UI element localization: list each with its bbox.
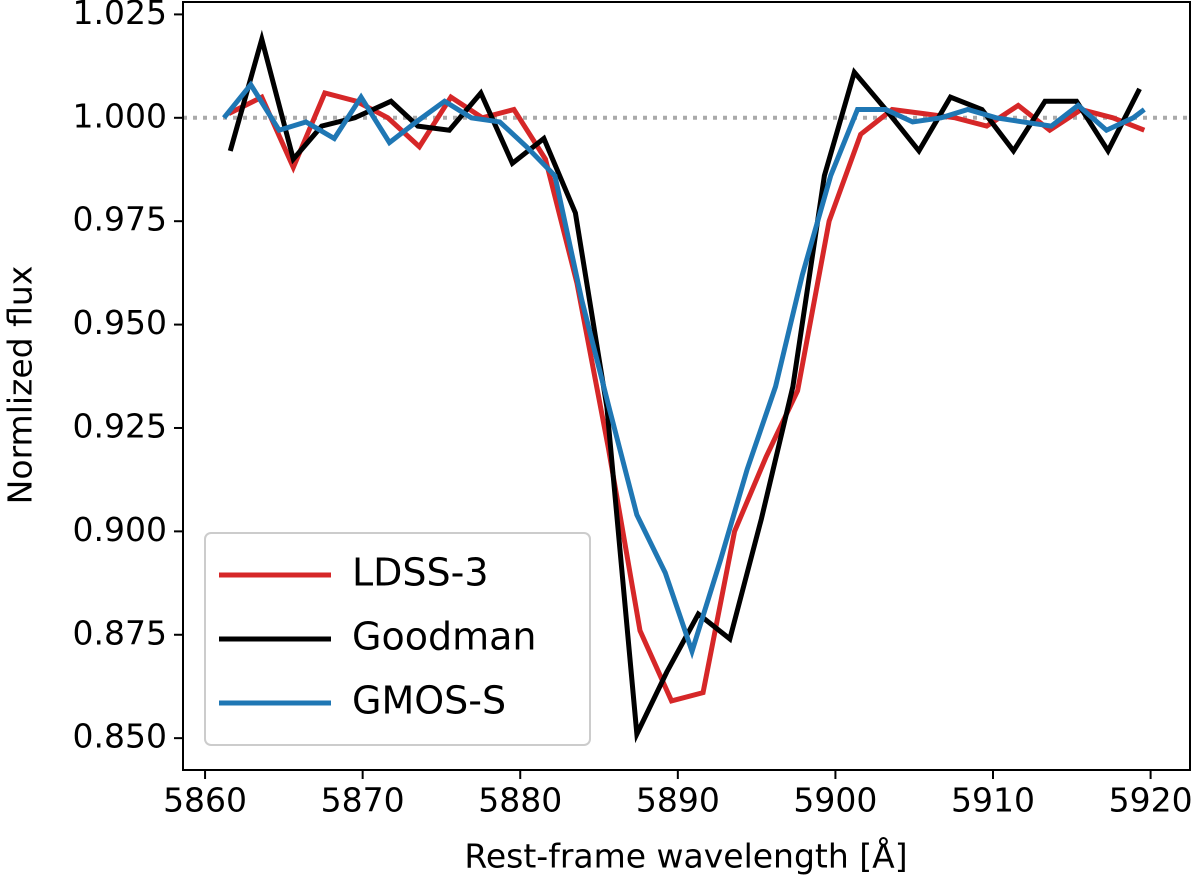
legend-box <box>204 532 591 746</box>
y-tick-label: 0.950 <box>73 303 167 342</box>
plot-frame <box>182 1 1191 771</box>
x-tick-label: 5910 <box>951 781 1035 820</box>
y-tick-label: 0.850 <box>73 717 167 756</box>
x-tick-label: 5900 <box>793 781 877 820</box>
series-line <box>222 80 1146 660</box>
y-tick-label: 0.925 <box>73 406 167 445</box>
legend-label: GMOS-S <box>352 679 506 723</box>
x-tick-label: 5880 <box>478 781 562 820</box>
y-tick-label: 1.000 <box>73 96 167 135</box>
y-tick-label: 0.975 <box>73 200 167 239</box>
y-axis-label: Normlized flux <box>1 266 40 505</box>
x-tick-label: 5870 <box>321 781 405 820</box>
x-axis-label: Rest-frame wavelength [Å] <box>464 836 907 876</box>
legend-label: LDSS-3 <box>352 551 489 595</box>
x-tick-label: 5890 <box>636 781 720 820</box>
x-tick-label: 5920 <box>1109 781 1193 820</box>
x-tick-label: 5860 <box>163 781 247 820</box>
legend-label: Goodman <box>352 615 536 659</box>
y-tick-label: 1.025 <box>73 0 167 32</box>
y-tick-label: 0.900 <box>73 510 167 549</box>
y-tick-label: 0.875 <box>73 613 167 652</box>
